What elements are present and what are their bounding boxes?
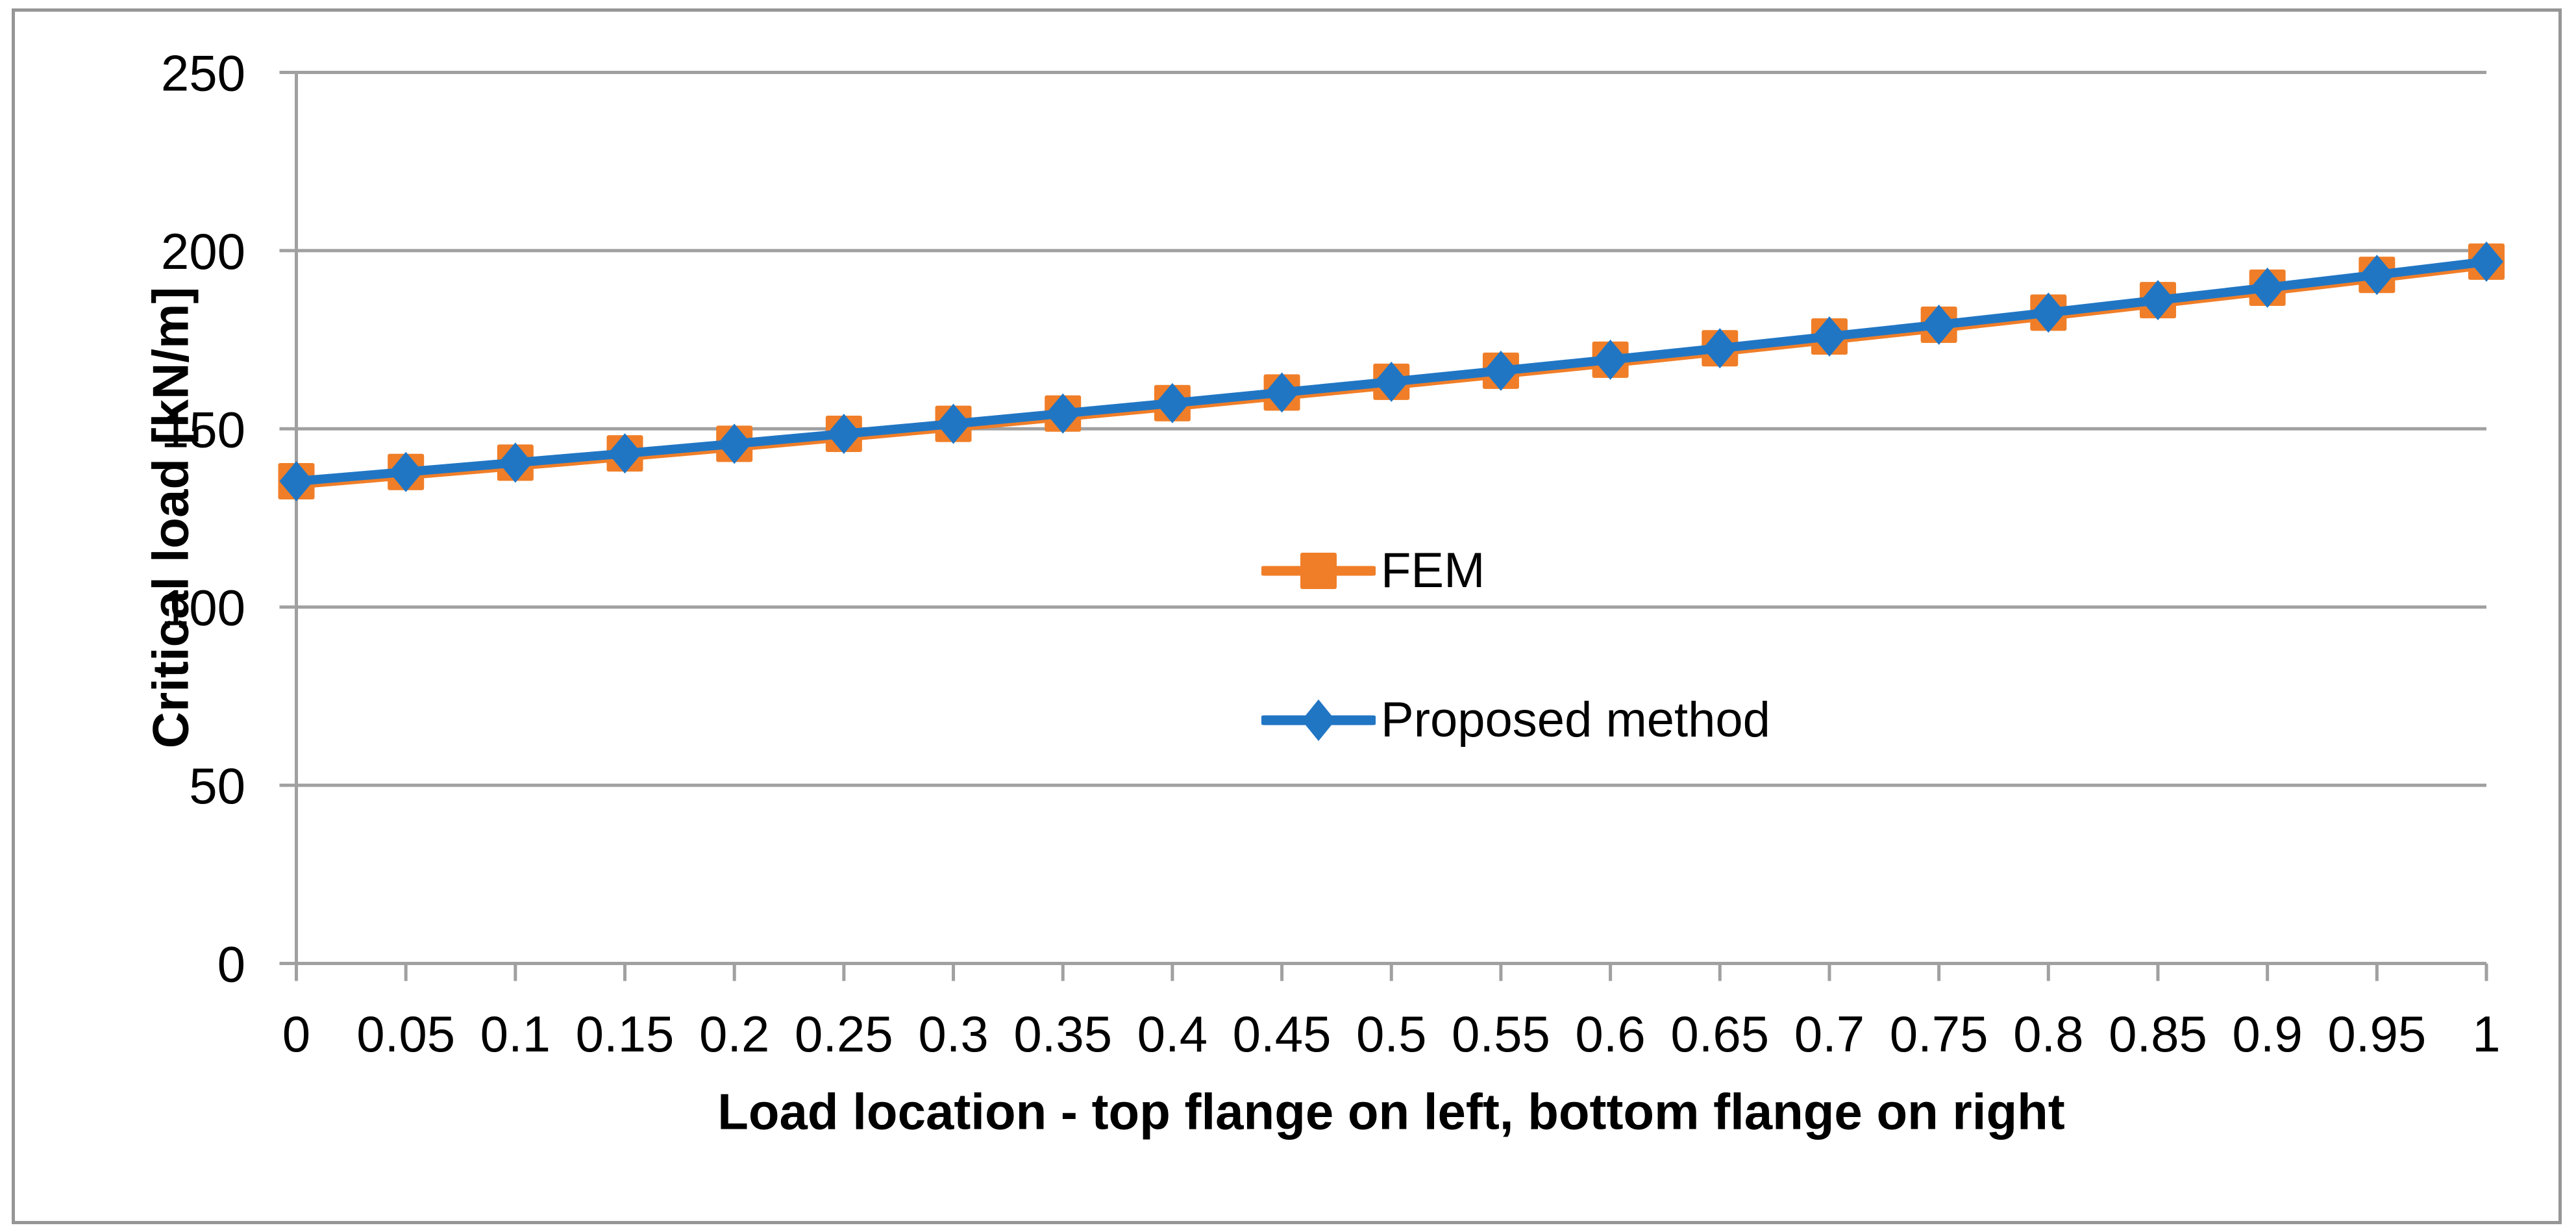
y-tick-label: 150 [161, 401, 245, 458]
proposed-marker [936, 403, 971, 444]
x-tick-label: 0.6 [1575, 1005, 1645, 1062]
x-tick-label: 0.15 [576, 1005, 675, 1062]
proposed-marker [1922, 305, 1956, 346]
fem-series-swatch [1261, 553, 1376, 589]
proposed-marker [1812, 316, 1846, 357]
proposed-marker [826, 413, 861, 454]
proposed-legend-diamond-icon [1302, 699, 1335, 741]
y-tick-label: 50 [189, 757, 245, 814]
proposed-marker [389, 451, 423, 492]
legend-item-fem: FEM [1261, 544, 1770, 597]
x-tick-label: 0.05 [356, 1005, 455, 1062]
proposed-marker [717, 423, 752, 464]
x-tick-label: 0.65 [1670, 1005, 1769, 1062]
legend: FEM Proposed method [1261, 544, 1770, 843]
x-tick-label: 0.2 [699, 1005, 769, 1062]
proposed-marker [1483, 350, 1518, 391]
x-tick-label: 0.8 [2013, 1005, 2083, 1062]
proposed-marker [2470, 241, 2503, 282]
x-tick-label: 0.1 [480, 1005, 551, 1062]
legend-label-proposed: Proposed method [1381, 692, 1770, 748]
x-axis-title: Load location - top flange on left, bott… [717, 1083, 2065, 1140]
x-tick-label: 1 [2472, 1005, 2500, 1062]
proposed-marker [1374, 361, 1409, 402]
x-tick-label: 0.45 [1233, 1005, 1331, 1062]
proposed-marker [279, 460, 314, 501]
x-tick-label: 0.35 [1013, 1005, 1112, 1062]
legend-label-fem: FEM [1381, 543, 1485, 598]
x-tick-label: 0.9 [2232, 1005, 2302, 1062]
y-tick-label: 0 [217, 936, 245, 993]
proposed-marker [1265, 372, 1299, 413]
proposed-marker [1593, 339, 1628, 380]
x-tick-label: 0.85 [2109, 1005, 2207, 1062]
proposed-marker [2250, 267, 2285, 308]
x-tick-label: 0.4 [1137, 1005, 1208, 1062]
y-tick-label: 200 [161, 223, 245, 280]
legend-item-proposed: Proposed method [1261, 694, 1770, 747]
proposed-marker [1155, 383, 1189, 423]
x-tick-label: 0 [282, 1005, 310, 1062]
y-axis-title: Critical load [kN/m] [142, 286, 199, 749]
proposed-marker [2360, 255, 2394, 295]
proposed-marker [1703, 328, 1737, 369]
proposed-marker [608, 433, 642, 474]
proposed-marker [2140, 280, 2175, 321]
x-tick-label: 0.55 [1452, 1005, 1550, 1062]
proposed-marker [498, 442, 532, 483]
y-tick-label: 100 [161, 579, 245, 636]
proposed-marker [1046, 393, 1080, 434]
x-tick-label: 0.75 [1890, 1005, 1988, 1062]
proposed-marker [2031, 292, 2066, 333]
y-tick-label: 250 [161, 45, 245, 102]
x-tick-label: 0.95 [2327, 1005, 2426, 1062]
x-tick-label: 0.3 [918, 1005, 988, 1062]
x-tick-label: 0.25 [795, 1005, 893, 1062]
proposed-series-swatch [1261, 699, 1376, 741]
x-tick-label: 0.5 [1356, 1005, 1426, 1062]
fem-legend-square-icon [1300, 553, 1337, 589]
x-tick-label: 0.7 [1794, 1005, 1864, 1062]
